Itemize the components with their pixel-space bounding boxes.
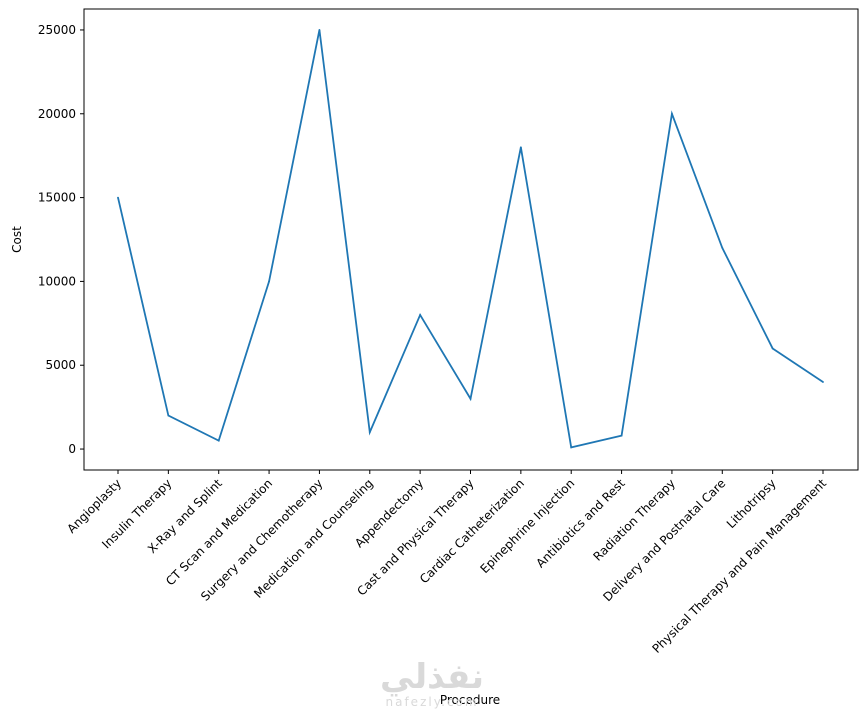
y-axis: 0 5000 10000 15000 20000 25000 [38,23,84,456]
x-axis-label: Procedure [440,693,500,707]
x-tick-label: Antibiotics and Rest [533,476,628,571]
x-tick-label: Physical Therapy and Pain Management [650,476,830,656]
y-axis-label: Cost [10,226,24,253]
data-point [318,29,321,31]
plot-area [83,8,859,471]
data-point [721,246,724,249]
watermark-logo: نفذلي nafezly.com [380,660,484,708]
data-point [671,112,673,115]
data-point [620,434,623,437]
data-point [368,431,371,434]
y-tick-label: 0 [68,442,76,456]
x-tick-label: Lithotripsy [724,476,779,531]
data-point [771,347,774,350]
y-tick-label: 15000 [38,191,76,205]
data-point [117,196,119,199]
data-point [469,397,472,400]
y-tick-label: 5000 [45,358,76,372]
data-points [117,29,824,449]
cost-series-line [117,29,824,449]
watermark-text: نفذلي [380,657,485,697]
data-point [217,439,220,442]
x-tick-label: Epinephrine Injection [477,476,577,576]
data-point [419,314,422,316]
y-tick-label: 20000 [38,107,76,121]
x-tick-label: Cardiac Catheterization [417,476,527,586]
y-tick-label: 25000 [38,23,76,37]
y-tick-label: 10000 [38,274,76,288]
watermark-subtext: nafezly.com [385,695,479,709]
data-point [167,414,170,417]
data-point [519,146,522,149]
data-point [822,381,824,383]
data-point [268,280,270,283]
data-point [570,446,573,449]
